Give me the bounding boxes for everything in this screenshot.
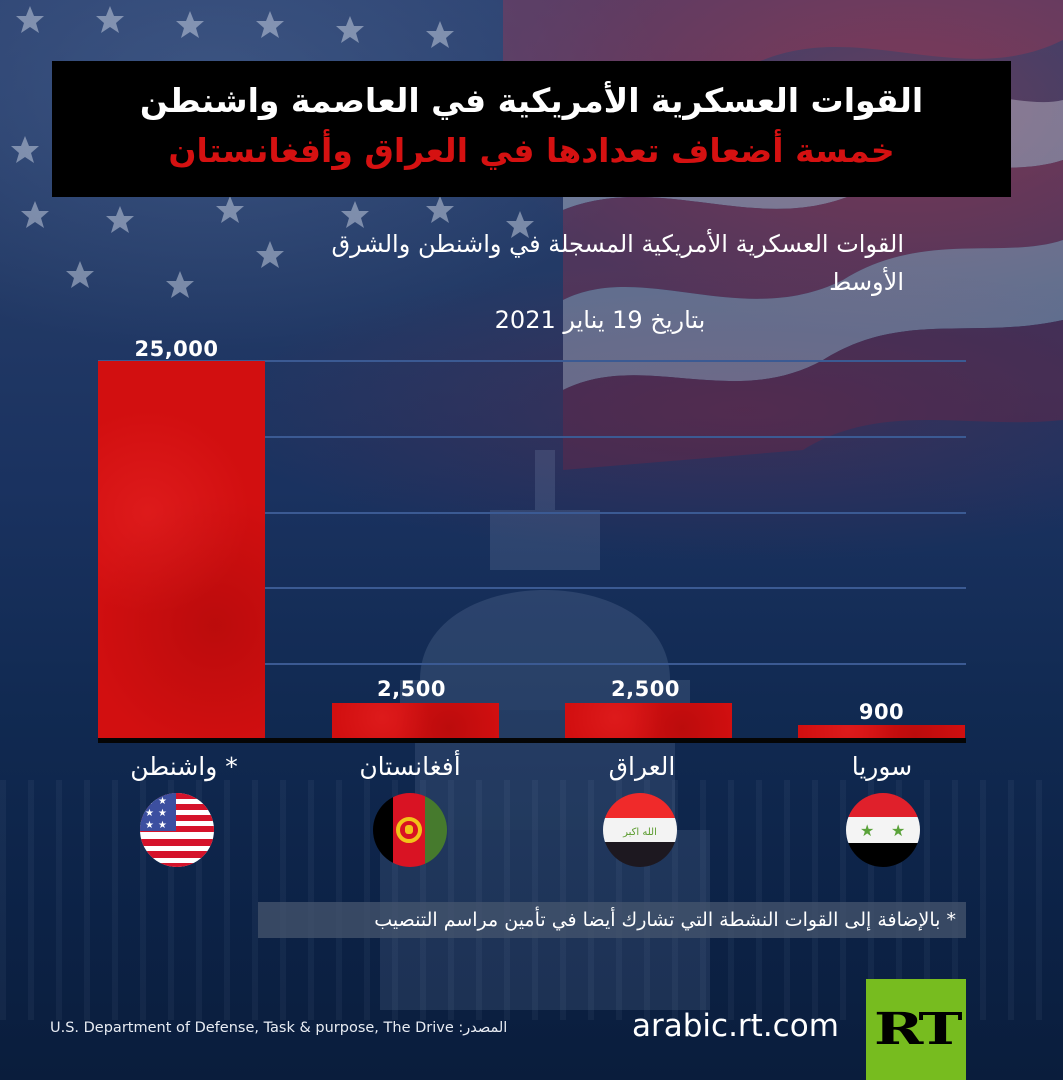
gridline <box>98 512 966 514</box>
gridline <box>98 360 966 362</box>
gridline <box>98 587 966 589</box>
iraq-flag-icon: الله اكبر <box>603 793 677 867</box>
usa-flag-icon: ★ ★ ★ ★ ★ ★ <box>140 793 214 867</box>
syria-flag-icon: ★ ★ <box>846 793 920 867</box>
chart-subtitle-line1: القوات العسكرية الأمريكية المسجلة في واش… <box>331 230 904 296</box>
x-axis-baseline <box>98 738 966 743</box>
category-label-syria: سوريا <box>851 752 913 781</box>
page-subtitle-highlight: خمسة أضعاف تعدادها في العراق وأفغانستان <box>168 131 895 170</box>
rt-logo-text: RT <box>873 1004 962 1055</box>
afghanistan-flag-icon <box>373 793 447 867</box>
source-credit: U.S. Department of Defense, Task & purpo… <box>50 1020 508 1036</box>
bar-washington <box>98 361 265 739</box>
bar-afghanistan <box>332 703 499 739</box>
footnote: * بالإضافة إلى القوات النشطة التي تشارك … <box>258 902 966 938</box>
svg-text:★: ★ <box>158 796 167 807</box>
svg-text:★: ★ <box>145 796 154 807</box>
chart-subtitle: القوات العسكرية الأمريكية المسجلة في واش… <box>300 225 960 339</box>
chart-subtitle-date: بتاريخ 19 يناير 2021 <box>494 306 706 334</box>
svg-text:★: ★ <box>145 808 154 819</box>
svg-text:★: ★ <box>158 808 167 819</box>
page-title: القوات العسكرية الأمريكية في العاصمة واش… <box>139 81 924 120</box>
bar-value-washington: 25,000 <box>134 337 219 361</box>
gridline <box>98 663 966 665</box>
category-label-afghanistan: أفغانستان <box>359 752 461 781</box>
bar-iraq <box>565 703 732 739</box>
bar-value-afghanistan: 2,500 <box>377 677 446 701</box>
gridline <box>98 436 966 438</box>
rt-logo: RT <box>866 979 966 1080</box>
svg-text:★: ★ <box>891 821 905 840</box>
bar-syria <box>798 725 965 739</box>
category-label-washington: * واشنطن <box>130 752 238 781</box>
site-link[interactable]: arabic.rt.com <box>632 1008 839 1044</box>
svg-text:★: ★ <box>145 820 154 831</box>
svg-text:★: ★ <box>860 821 874 840</box>
category-label-iraq: العراق <box>608 752 676 781</box>
bar-value-syria: 900 <box>858 700 905 724</box>
svg-text:الله اكبر: الله اكبر <box>622 827 657 838</box>
bar-value-iraq: 2,500 <box>611 677 680 701</box>
svg-text:★: ★ <box>158 820 167 831</box>
title-box: القوات العسكرية الأمريكية في العاصمة واش… <box>52 61 1011 197</box>
